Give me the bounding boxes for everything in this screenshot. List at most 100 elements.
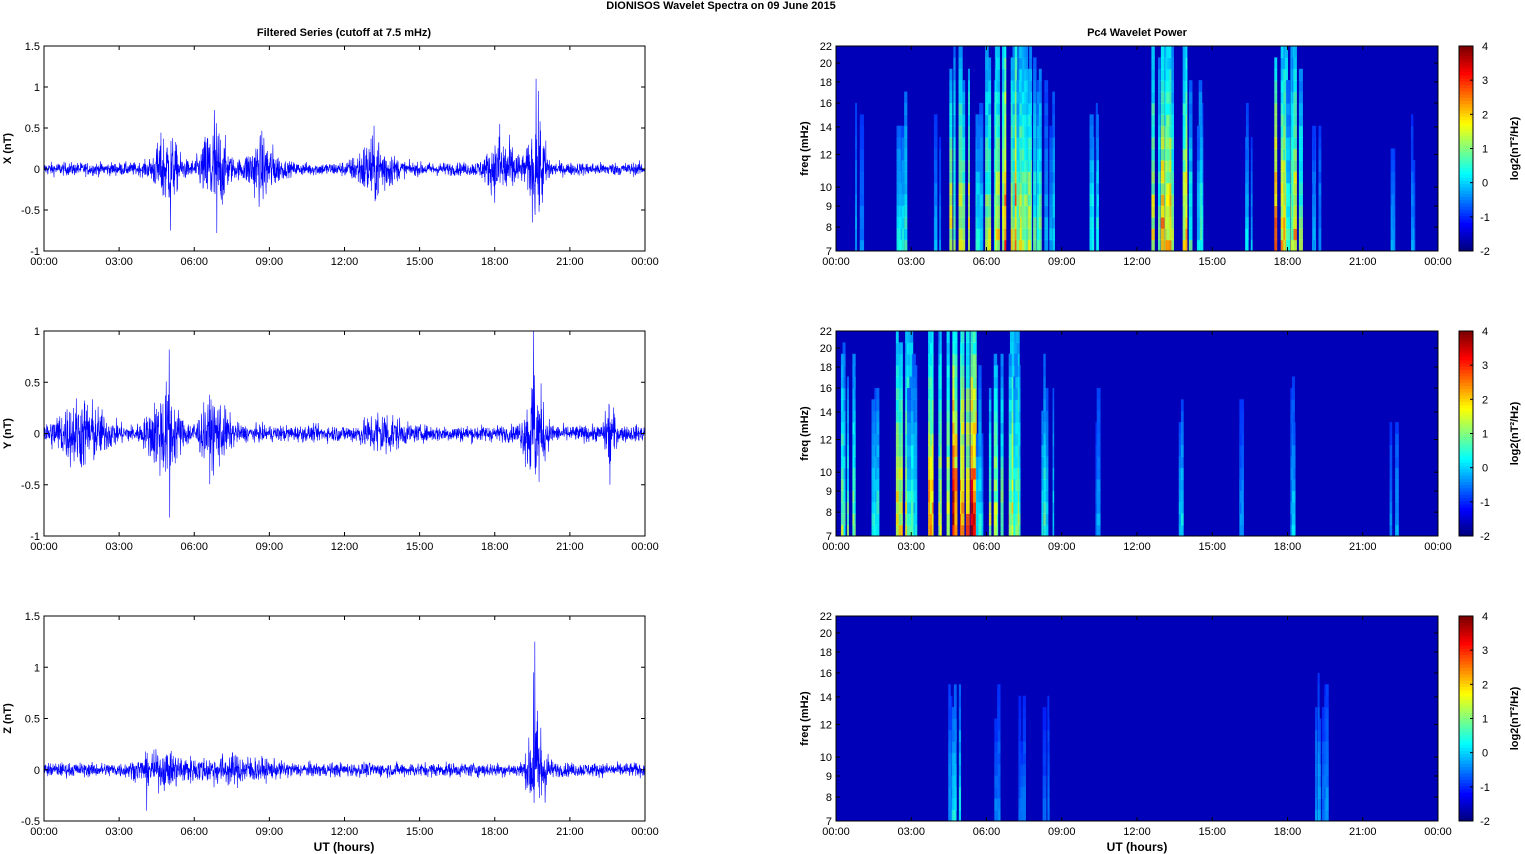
power-streak: [1198, 216, 1203, 229]
power-streak: [1009, 399, 1014, 412]
power-streak: [1325, 752, 1329, 765]
power-streak: [974, 376, 977, 389]
colorbar-cell: [1459, 667, 1473, 671]
power-streak: [1315, 729, 1318, 742]
power-streak: [842, 479, 846, 492]
colorbar-cell: [1459, 177, 1473, 182]
power-streak: [988, 422, 992, 435]
heatmap-cells: [836, 331, 1438, 536]
power-streak: [1010, 91, 1013, 104]
power-streak: [1045, 513, 1049, 526]
y-tick-label: 0.5: [25, 714, 40, 726]
power-streak: [846, 524, 850, 536]
power-streak: [1188, 194, 1193, 207]
power-streak: [1179, 433, 1182, 446]
power-streak: [949, 216, 953, 229]
power-streak: [1317, 707, 1320, 720]
power-streak: [898, 422, 903, 435]
power-streak: [1044, 80, 1049, 93]
power-streak: [1180, 467, 1184, 480]
power-streak: [958, 125, 963, 138]
power-streak: [1178, 479, 1181, 492]
power-streak: [900, 182, 905, 195]
power-streak: [960, 444, 965, 457]
power-streak: [909, 342, 914, 355]
power-streak: [928, 331, 932, 343]
power-streak: [1280, 171, 1284, 184]
colorbar-cell: [1459, 619, 1473, 623]
power-streak: [1179, 422, 1182, 435]
colorbar-cell: [1459, 635, 1473, 639]
colorbar-cell: [1459, 382, 1473, 386]
power-streak: [960, 365, 965, 378]
power-streak: [1178, 456, 1181, 469]
power-streak: [1033, 80, 1037, 93]
power-streak: [1167, 228, 1172, 241]
power-streak: [1049, 216, 1053, 229]
power-streak: [1018, 68, 1021, 81]
power-streak: [934, 228, 938, 241]
power-streak: [909, 422, 914, 435]
power-streak: [965, 365, 970, 378]
power-streak: [1012, 331, 1017, 343]
power-streak: [993, 114, 996, 127]
power-streak: [909, 365, 914, 378]
power-streak: [1096, 433, 1101, 446]
power-streak: [852, 433, 855, 446]
power-streak: [1292, 228, 1297, 241]
power-streak: [1151, 125, 1155, 138]
colorbar-cell: [1459, 433, 1473, 438]
x-tick-label: 06:00: [180, 541, 208, 553]
colorbar-cell: [1459, 379, 1473, 383]
colorbar-cell: [1459, 737, 1473, 742]
power-streak: [1166, 80, 1170, 93]
power-streak: [1009, 456, 1012, 469]
power-streak: [929, 490, 933, 503]
power-streak: [962, 159, 966, 172]
power-streak: [996, 46, 1000, 58]
power-streak: [1325, 718, 1329, 731]
power-streak: [994, 205, 997, 218]
power-streak: [973, 376, 976, 389]
power-streak: [953, 205, 956, 218]
power-streak: [1010, 57, 1013, 70]
power-streak: [985, 194, 989, 207]
power-streak: [1024, 239, 1029, 251]
power-streak: [1160, 68, 1165, 81]
power-streak: [1281, 228, 1286, 241]
power-streak: [960, 501, 965, 514]
colorbar-tick-label: 2: [1482, 679, 1488, 691]
power-streak: [958, 239, 963, 251]
power-streak: [1317, 786, 1320, 799]
power-streak: [1041, 433, 1044, 446]
power-streak: [1298, 239, 1303, 251]
power-streak: [1044, 194, 1049, 207]
power-streak: [953, 353, 958, 366]
y-tick-label: 16: [820, 383, 832, 395]
power-streak: [939, 387, 942, 400]
power-streak: [985, 68, 989, 81]
power-streak: [1292, 125, 1297, 138]
power-streak: [979, 171, 984, 184]
power-streak: [1325, 798, 1329, 811]
power-streak: [896, 205, 901, 218]
power-streak: [958, 695, 962, 708]
power-streak: [1196, 182, 1201, 195]
power-streak: [1002, 46, 1005, 58]
power-streak: [1411, 205, 1414, 218]
power-streak: [1325, 786, 1329, 799]
power-streak: [1250, 182, 1253, 195]
power-streak: [993, 433, 998, 446]
power-streak: [1021, 114, 1026, 127]
power-streak: [1180, 456, 1184, 469]
power-streak: [895, 501, 899, 514]
power-streak: [1019, 148, 1023, 161]
colorbar-cell: [1459, 154, 1473, 159]
power-streak: [1009, 331, 1014, 343]
power-streak: [1010, 80, 1013, 93]
power-streak: [1322, 707, 1326, 720]
power-streak: [1009, 353, 1014, 366]
power-streak: [1089, 114, 1094, 127]
heatmap-background: [836, 46, 1438, 251]
power-streak: [970, 376, 975, 389]
